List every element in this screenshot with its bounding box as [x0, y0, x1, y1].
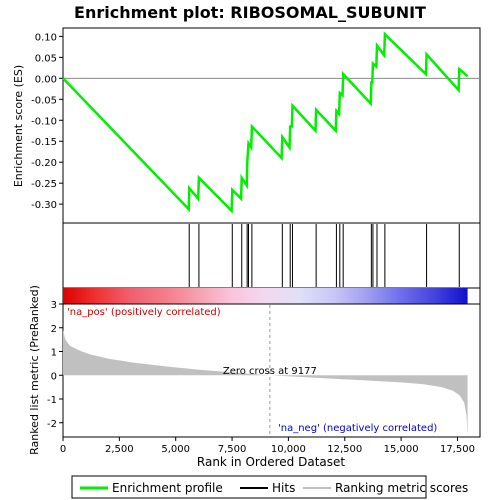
rank-tick-label: 7,500 — [218, 444, 247, 455]
rank-tick-label: 5,000 — [161, 444, 190, 455]
es-tick-label: -0.30 — [31, 200, 57, 211]
es-tick-label: 0.05 — [35, 53, 57, 64]
metric-tick-label: 3 — [51, 300, 57, 311]
legend-hits-label: Hits — [272, 481, 295, 495]
es-tick-label: 0.00 — [35, 74, 57, 85]
es-tick-label: -0.05 — [31, 95, 57, 106]
rank-tick-label: 0 — [60, 444, 66, 455]
metric-y-ticks: 3 2 1 0 -1 -2 — [47, 300, 63, 430]
rank-tick-label: 17,500 — [440, 444, 475, 455]
rank-tick-label: 12,500 — [327, 444, 362, 455]
es-tick-label: -0.25 — [31, 179, 57, 190]
metric-tick-label: 0 — [51, 371, 57, 382]
enrichment-profile-line — [62, 31, 469, 214]
positive-correlation-label: 'na_pos' (positively correlated) — [67, 307, 221, 318]
hit-markers — [188, 224, 460, 287]
rank-x-axis-label: Rank in Ordered Dataset — [197, 455, 345, 469]
metric-tick-label: -1 — [47, 395, 57, 406]
metric-tick-label: -2 — [47, 419, 57, 430]
es-tick-label: 0.10 — [35, 32, 57, 43]
es-tick-label: -0.15 — [31, 137, 57, 148]
rank-x-ticks: 0 2,500 5,000 7,500 10,000 12,500 15,000 17,500 — [60, 437, 475, 455]
negative-correlation-label: 'na_neg' (negatively correlated) — [278, 423, 437, 434]
chart-title: Enrichment plot: RIBOSOMAL_SUBUNIT — [74, 3, 426, 22]
es-panel-frame — [62, 27, 481, 224]
legend-enrichment-label: Enrichment profile — [112, 481, 223, 495]
ranking-metric-area — [63, 330, 468, 436]
metric-tick-label: 2 — [51, 324, 57, 335]
metric-y-axis-label: Ranked list metric (PreRanked) — [28, 285, 41, 455]
zero-cross-label: Zero cross at 9177 — [223, 366, 317, 377]
ranking-color-bar — [63, 288, 468, 304]
es-y-axis-label: Enrichment score (ES) — [12, 65, 25, 187]
es-axis-ticks: 0.10 0.05 0.00 -0.05 -0.10 -0.15 -0.20 -0.25 -0.… — [31, 32, 63, 211]
rank-tick-label: 2,500 — [105, 444, 134, 455]
es-tick-label: -0.20 — [31, 158, 57, 169]
hits-panel-frame — [62, 222, 481, 289]
es-tick-label: -0.10 — [31, 116, 57, 127]
rank-tick-label: 15,000 — [384, 444, 419, 455]
rank-tick-label: 10,000 — [271, 444, 306, 455]
metric-tick-label: 1 — [51, 348, 57, 359]
legend-ranking-label: Ranking metric scores — [335, 481, 468, 495]
